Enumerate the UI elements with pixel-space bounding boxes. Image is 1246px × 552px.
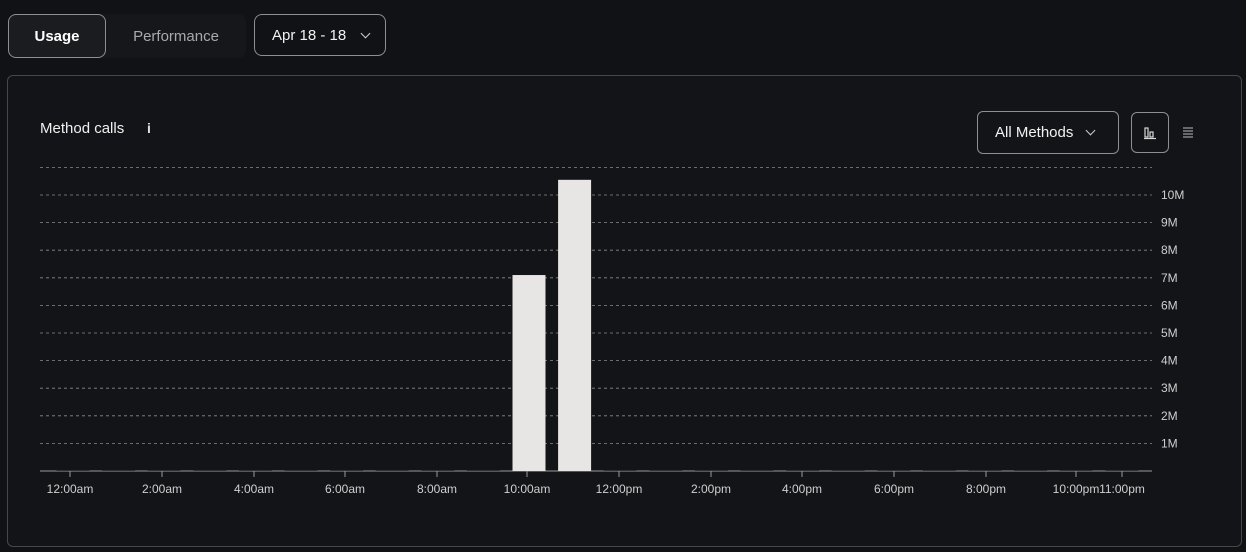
date-range-label: Apr 18 - 18: [272, 26, 347, 44]
bar: [1105, 470, 1139, 471]
bar: [1014, 470, 1048, 471]
x-tick-label: 8:00pm: [966, 482, 1006, 496]
x-tick-label: 10:00am: [504, 482, 551, 496]
x-tick-label: 4:00pm: [782, 482, 822, 496]
bar: [330, 470, 364, 471]
bar: [786, 470, 820, 471]
y-tick-label: 4M: [1161, 354, 1178, 368]
bar: [1059, 470, 1093, 471]
x-tick-label: 4:00am: [234, 482, 274, 496]
x-tick-label: 10:00pm: [1053, 482, 1100, 496]
x-tick-label: 12:00am: [47, 482, 94, 496]
y-tick-label: 9M: [1161, 216, 1178, 230]
x-tick-label: 6:00pm: [874, 482, 914, 496]
x-tick-label: 12:00pm: [596, 482, 643, 496]
bar: [694, 470, 728, 471]
y-tick-label: 8M: [1161, 243, 1178, 257]
y-tick-label: 10M: [1161, 188, 1184, 202]
list-icon[interactable]: [1181, 124, 1195, 140]
card-title: Method calls: [40, 120, 125, 137]
bar: [284, 470, 318, 471]
chart-type-button[interactable]: [1131, 112, 1169, 153]
bar-chart-icon: [1144, 126, 1156, 139]
tabs-group: Usage Performance: [8, 14, 246, 58]
x-tick-label: 11:00pm: [1099, 482, 1145, 496]
y-tick-label: 3M: [1161, 381, 1178, 395]
bar: [466, 470, 500, 471]
bar: [193, 470, 227, 471]
bar: [147, 470, 181, 471]
y-tick-label: 6M: [1161, 298, 1178, 312]
methods-filter-label: All Methods: [995, 124, 1074, 141]
bar: [421, 470, 455, 471]
bar: [238, 470, 272, 471]
y-tick-label: 5M: [1161, 326, 1178, 340]
x-tick-label: 2:00am: [142, 482, 182, 496]
bar: [558, 179, 592, 471]
bar: [649, 470, 683, 471]
x-tick-label: 2:00pm: [691, 482, 731, 496]
y-tick-label: 1M: [1161, 436, 1178, 450]
date-range-button[interactable]: Apr 18 - 18: [254, 14, 386, 56]
tab-performance[interactable]: Performance: [133, 27, 219, 45]
bar: [102, 470, 136, 471]
x-tick-label: 6:00am: [325, 482, 365, 496]
y-tick-label: 7M: [1161, 271, 1178, 285]
bar: [877, 470, 911, 471]
bar: [831, 470, 865, 471]
bar: [740, 470, 774, 471]
bar: [968, 470, 1002, 471]
info-icon[interactable]: i: [147, 120, 151, 136]
bar: [512, 275, 546, 471]
tab-bar: Usage Performance: [8, 14, 246, 58]
bar: [56, 470, 90, 471]
bar: [603, 470, 637, 471]
x-tick-label: 8:00am: [417, 482, 457, 496]
y-tick-label: 2M: [1161, 409, 1178, 423]
tab-usage[interactable]: Usage: [8, 14, 106, 58]
bar: [922, 470, 956, 471]
bar: [375, 470, 409, 471]
methods-filter-dropdown[interactable]: All Methods: [977, 111, 1119, 154]
